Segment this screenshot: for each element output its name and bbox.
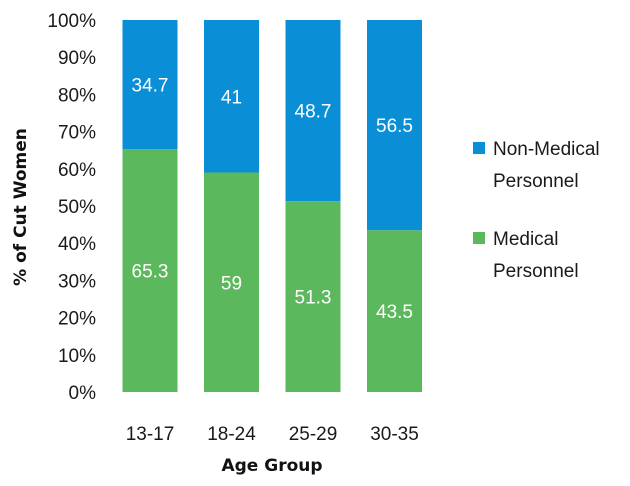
bar-medical-personnel [204,172,259,392]
y-tick-label: 0% [69,383,97,404]
y-tick-label: 70% [58,123,96,144]
data-label-medical-personnel: 51.3 [295,288,332,309]
x-tick-label: 18-24 [207,424,256,445]
data-label-non-medical-personnel: 34.7 [132,76,169,97]
y-tick-label: 80% [58,85,96,106]
y-tick-label: 60% [58,160,96,181]
bar-medical-personnel [367,230,422,392]
x-tick-label: 25-29 [289,424,338,445]
y-tick-label: 30% [58,271,96,292]
data-label-non-medical-personnel: 41 [221,87,242,108]
y-tick-label: 90% [58,48,96,69]
data-label-medical-personnel: 65.3 [132,262,169,283]
legend: Non-Medical Personnel Medical Personnel [473,139,600,282]
bar-non-medical-personnel [122,20,178,150]
data-label-non-medical-personnel: 56.5 [376,116,413,137]
x-axis-ticks: 13-17 18-24 25-29 30-35 [126,424,419,445]
y-tick-label: 20% [58,309,96,330]
bar-non-medical-personnel [285,20,341,202]
legend-label-non-medical-personnel: Non-Medical [493,139,600,160]
y-axis-title: % of Cut Women [11,128,31,286]
legend-label-medical-personnel: Medical [493,229,558,250]
bars: 65.3 34.7 59 41 51.3 48.7 43.5 56.5 [122,20,422,392]
x-axis-title: Age Group [221,456,322,476]
x-tick-label: 30-35 [370,424,419,445]
data-label-non-medical-personnel: 48.7 [295,102,332,123]
y-tick-label: 40% [58,234,96,255]
legend-swatch-medical-personnel [473,232,485,244]
legend-label-non-medical-personnel: Personnel [493,171,579,192]
data-label-medical-personnel: 43.5 [376,302,413,323]
legend-label-medical-personnel: Personnel [493,261,579,282]
bar-non-medical-personnel [367,20,422,231]
bar-medical-personnel [285,201,341,392]
bar-medical-personnel [122,149,178,392]
y-tick-label: 10% [58,346,96,367]
y-tick-label: 50% [58,197,96,218]
data-label-medical-personnel: 59 [221,273,242,294]
legend-swatch-non-medical-personnel [473,142,485,154]
y-tick-label: 100% [47,11,96,32]
y-axis-ticks: 0% 10% 20% 30% 40% 50% 60% 70% 80% 90% 100% [47,11,96,404]
bar-non-medical-personnel [204,20,259,173]
x-tick-label: 13-17 [126,424,175,445]
